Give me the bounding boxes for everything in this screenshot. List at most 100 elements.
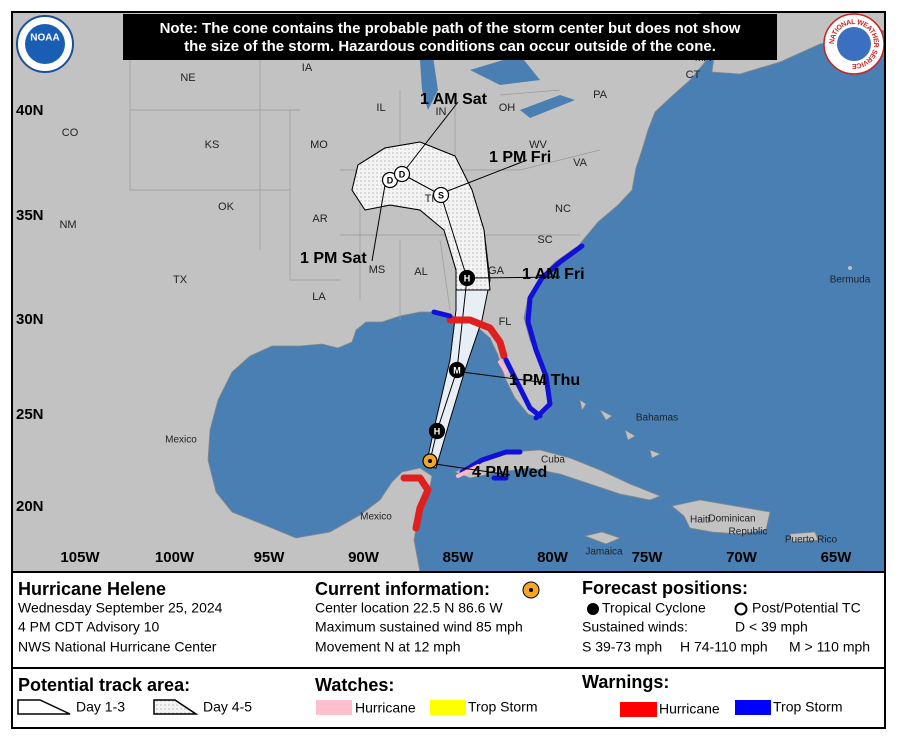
marker-letter: M: [453, 365, 461, 375]
forecast-marker: [458, 269, 476, 287]
lon-label: 105W: [60, 549, 100, 566]
state-label: MO: [310, 139, 328, 151]
state-label: MS: [369, 264, 386, 276]
current-icon-dot: [529, 588, 533, 592]
current-wind: Maximum sustained wind 85 mph: [315, 619, 523, 635]
place-label: Puerto Rico: [785, 535, 838, 546]
place-label: Mexico: [360, 512, 392, 523]
forecast-winds: Sustained winds:: [582, 619, 688, 635]
forecast-label: 1 AM Sat: [420, 91, 488, 108]
state-label: OH: [499, 102, 516, 114]
state-label: VA: [573, 157, 588, 169]
marker-letter: D: [387, 175, 394, 185]
storm-warning-swatch: [735, 700, 771, 715]
state-label: FL: [499, 316, 512, 328]
track-day13: Day 1-3: [76, 699, 125, 715]
warnings: [400, 243, 585, 532]
storm-warning: [459, 449, 523, 481]
warning-storm: Trop Storm: [773, 699, 843, 715]
forecast-m: M > 110 mph: [789, 639, 870, 655]
current-dot: [428, 459, 432, 463]
label-leader: [471, 276, 561, 279]
marker-letter: H: [434, 426, 441, 436]
post-icon: [734, 602, 748, 616]
hurricane-watch-swatch: [316, 700, 352, 715]
lon-label: 65W: [821, 549, 853, 566]
nws-logo: NATIONAL WEATHER SERVICE: [823, 13, 885, 75]
hurricane-watch: [456, 360, 508, 478]
current-movement: Movement N at 12 mph: [315, 639, 461, 655]
map: [11, 11, 886, 573]
place-label: Jamaica: [585, 547, 623, 558]
state-label: IN: [436, 106, 447, 118]
lat-label: 30N: [16, 311, 44, 328]
state-label: NE: [180, 72, 195, 84]
forecast-post: Post/Potential TC: [752, 600, 861, 616]
cuba: [454, 449, 662, 501]
tc-icon: [587, 603, 599, 615]
state-label: IA: [302, 62, 313, 74]
hurricane-warning: [400, 474, 432, 532]
current-title: Current information:: [315, 579, 490, 599]
storm-name: Hurricane Helene: [18, 579, 166, 599]
current-location: Center location 22.5 N 86.6 W: [315, 600, 503, 616]
warnings-title: Warnings:: [582, 672, 669, 692]
state-label: IL: [376, 102, 385, 114]
forecast-marker: [432, 186, 450, 204]
track-title: Potential track area:: [18, 675, 190, 695]
day45-icon: [153, 699, 199, 715]
forecast: 1 AM Sat 1 PM Fri 1 PM Sat 1 AM Fri 1 PM Thu…: [300, 91, 585, 481]
hurricane-warning-swatch: [620, 702, 657, 717]
lon-label: 80W: [537, 549, 569, 566]
place-labels: Bermuda Bahamas Mexico Mexico Cuba Jamaica Hai…: [165, 275, 871, 558]
forecast-s: S 39-73 mph: [582, 639, 662, 655]
info-panel: Hurricane Helene Wednesday September 25,…: [17, 578, 870, 717]
bermuda-island: [848, 266, 852, 270]
lon-label: 95W: [254, 549, 286, 566]
label-leader: [444, 159, 528, 193]
watches-title: Watches:: [315, 675, 394, 695]
lon-label: 100W: [155, 549, 195, 566]
state-label: OK: [218, 201, 235, 213]
noaa-text: NOAA: [30, 33, 59, 44]
storm-advisory: 4 PM CDT Advisory 10: [18, 619, 160, 635]
marker-letter: D: [399, 169, 406, 179]
forecast-label: 1 PM Fri: [489, 149, 551, 166]
forecast-tc: Tropical Cyclone: [602, 600, 706, 616]
state-label: CT: [686, 69, 701, 81]
state-label: NC: [555, 203, 571, 215]
bahamas: [579, 399, 661, 459]
jamaica: [583, 531, 622, 545]
forecast-title: Forecast positions:: [582, 578, 748, 598]
lat-label: 25N: [16, 406, 44, 423]
state-label: TX: [173, 274, 188, 286]
place-label: Dominican: [708, 514, 755, 525]
note: the size of the storm. Hazardous conditi…: [184, 38, 716, 55]
place-label: Haiti: [690, 515, 710, 526]
lat-label: 40N: [16, 102, 44, 119]
place-label: Bermuda: [830, 275, 871, 286]
puerto-rico: [789, 531, 819, 543]
day13-icon: [17, 699, 71, 715]
forecast-label: 1 AM Fri: [522, 266, 585, 283]
forecast-marker: [448, 361, 466, 379]
state-label: AL: [414, 266, 427, 278]
hurricane-warning: [446, 316, 508, 360]
state-label: SC: [537, 234, 552, 246]
land: [11, 11, 713, 573]
storm-office: NWS National Hurricane Center: [18, 639, 217, 655]
place-label: Cuba: [541, 455, 565, 466]
state-labels: NEIAILINOHPACTMACOKSMOWVVAOKARTNNCSCNMTX…: [59, 52, 711, 328]
place-label: Mexico: [165, 435, 197, 446]
forecast-marker: [393, 165, 411, 183]
storm-watch-swatch: [430, 700, 466, 715]
watch-storm: Trop Storm: [468, 699, 538, 715]
axis-labels: 40N 35N 30N 25N 20N 105W 100W 95W 90W 85W 80W 75W 70…: [16, 102, 852, 566]
storm-warning: [431, 309, 543, 419]
state-label: KS: [205, 139, 220, 151]
lat-label: 20N: [16, 498, 44, 515]
forecast-marker: [428, 422, 446, 440]
label-leader: [371, 184, 386, 262]
marker-letter: S: [438, 190, 444, 200]
forecast-label: 1 PM Sat: [300, 250, 367, 267]
